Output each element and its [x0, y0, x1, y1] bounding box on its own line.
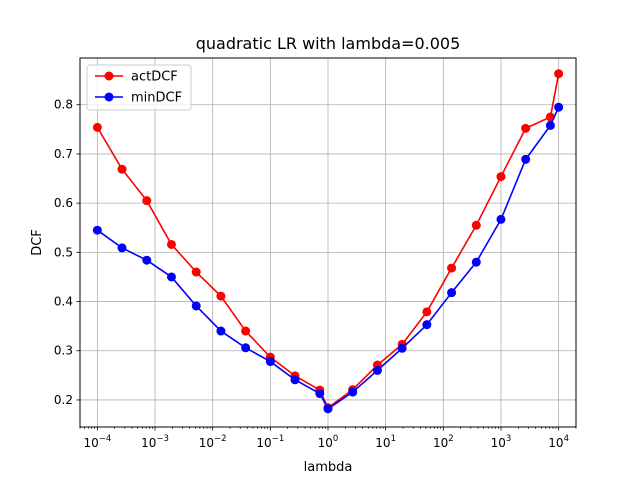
- x-tick-label: 10−1: [256, 434, 284, 450]
- x-tick-label: 10−4: [83, 434, 111, 450]
- data-point-mindcf: [545, 120, 555, 130]
- data-point-mindcf: [265, 357, 275, 367]
- chart-title: quadratic LR with lambda=0.005: [196, 34, 461, 53]
- y-tick-label: 0.8: [54, 98, 73, 112]
- x-tick-label-base: 10: [199, 436, 214, 450]
- x-tick-label-exponent: 0: [333, 434, 338, 444]
- x-tick-label: 10−3: [141, 434, 169, 450]
- x-tick-label-base: 10: [433, 436, 448, 450]
- data-point-mindcf: [521, 154, 531, 164]
- data-point-mindcf: [471, 257, 481, 267]
- data-point-actdcf: [471, 220, 481, 230]
- x-tick-label: 104: [548, 434, 569, 450]
- y-tick-label: 0.6: [54, 196, 73, 210]
- legend-label-mindcf: minDCF: [131, 91, 182, 106]
- y-tick-label: 0.7: [54, 147, 73, 161]
- y-tick-label: 0.3: [54, 344, 73, 358]
- y-tick-label: 0.4: [54, 295, 73, 309]
- data-point-actdcf: [496, 172, 506, 182]
- x-tick-label-exponent: −3: [156, 434, 169, 444]
- data-point-mindcf: [191, 301, 201, 311]
- data-point-mindcf: [315, 389, 325, 399]
- x-tick-label-exponent: 2: [448, 434, 453, 444]
- data-point-actdcf: [422, 307, 432, 317]
- data-point-mindcf: [496, 214, 506, 224]
- data-point-mindcf: [166, 272, 176, 282]
- data-point-actdcf: [447, 263, 457, 273]
- legend: actDCF minDCF: [86, 64, 192, 111]
- x-tick-label-base: 10: [141, 436, 156, 450]
- x-tick-label-base: 10: [491, 436, 506, 450]
- data-point-actdcf: [191, 267, 201, 277]
- x-tick-label-base: 10: [83, 436, 98, 450]
- x-tick-label-base: 10: [375, 436, 390, 450]
- data-point-mindcf: [397, 343, 407, 353]
- x-tick-label-exponent: 4: [564, 434, 569, 444]
- data-point-mindcf: [216, 326, 226, 336]
- grid: [80, 58, 576, 427]
- data-point-actdcf: [117, 164, 127, 174]
- x-tick-label-exponent: −4: [99, 434, 112, 444]
- x-tick-label: 10−2: [199, 434, 227, 450]
- x-tick-label-exponent: −2: [214, 434, 227, 444]
- x-tick-label-exponent: 1: [391, 434, 396, 444]
- x-tick-label: 101: [375, 434, 396, 450]
- y-tick-label: 0.2: [54, 393, 73, 407]
- data-point-mindcf: [323, 404, 333, 414]
- data-point-mindcf: [290, 375, 300, 385]
- x-tick-label-base: 10: [318, 436, 333, 450]
- y-tick-label: 0.5: [54, 245, 73, 259]
- x-tick-label-exponent: −1: [272, 434, 285, 444]
- data-point-actdcf: [216, 291, 226, 301]
- data-point-mindcf: [348, 387, 358, 397]
- x-tick-label-base: 10: [548, 436, 563, 450]
- data-point-actdcf: [166, 239, 176, 249]
- axis-ticks: 10−4 10−3 10−2 10−1 100 101 102 103 1040.20.30.4…: [54, 98, 577, 450]
- legend-marker-mindcf: [104, 92, 114, 102]
- x-tick-label-exponent: 3: [506, 434, 511, 444]
- data-point-actdcf: [521, 123, 531, 133]
- legend-label-actdcf: actDCF: [131, 70, 178, 85]
- data-point-mindcf: [447, 288, 457, 298]
- data-point-actdcf: [554, 69, 564, 79]
- data-point-mindcf: [142, 255, 152, 265]
- data-point-mindcf: [372, 365, 382, 375]
- data-point-actdcf: [92, 122, 102, 132]
- data-point-actdcf: [142, 196, 152, 206]
- plot-series: [92, 69, 564, 414]
- data-point-mindcf: [241, 343, 251, 353]
- x-tick-label-base: 10: [256, 436, 271, 450]
- data-point-mindcf: [422, 320, 432, 330]
- x-tick-label: 102: [433, 434, 454, 450]
- x-tick-label: 103: [491, 434, 512, 450]
- x-tick-label: 100: [318, 434, 339, 450]
- y-axis-label: DCF: [30, 229, 45, 256]
- legend-marker-actdcf: [104, 71, 114, 81]
- data-point-mindcf: [117, 243, 127, 253]
- data-point-mindcf: [554, 102, 564, 112]
- x-axis-label: lambda: [304, 460, 353, 475]
- data-point-mindcf: [92, 225, 102, 235]
- data-point-actdcf: [241, 326, 251, 336]
